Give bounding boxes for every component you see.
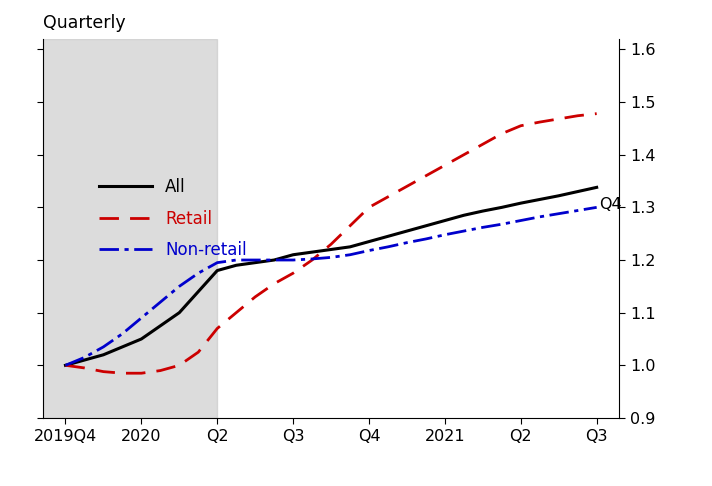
Legend: All, Retail, Non-retail: All, Retail, Non-retail — [92, 172, 253, 265]
Text: Quarterly: Quarterly — [43, 14, 125, 32]
Bar — [43, 39, 217, 418]
Text: Q4: Q4 — [600, 197, 622, 212]
